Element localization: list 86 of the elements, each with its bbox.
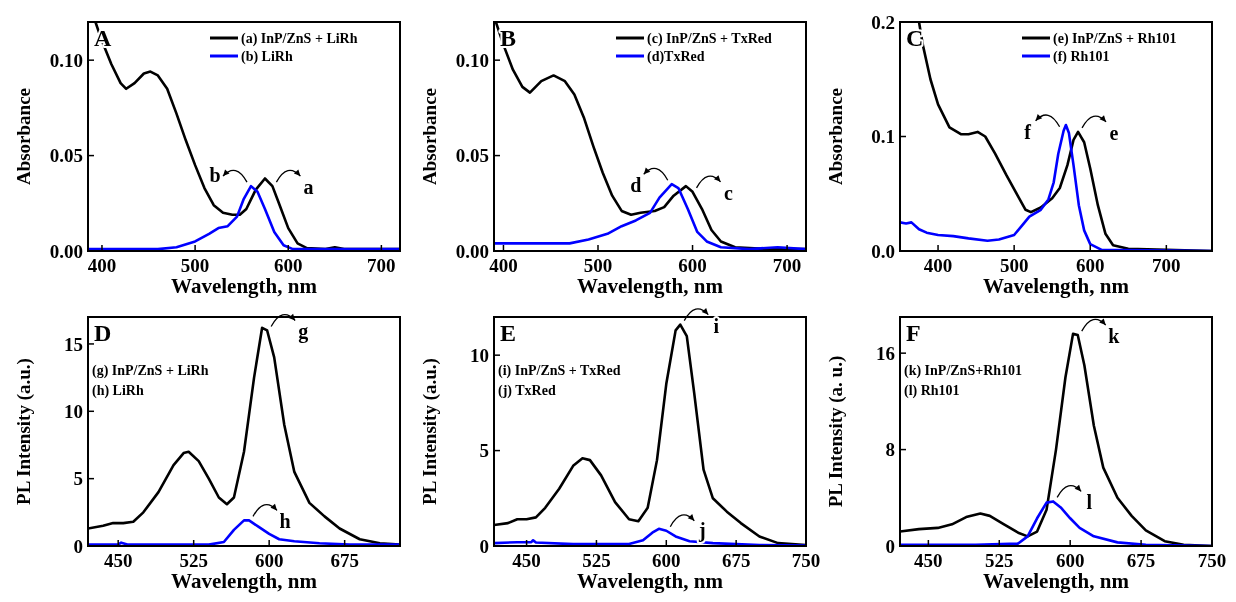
annotation: F	[906, 320, 921, 346]
x-tick-label: 400	[489, 255, 518, 276]
annotation: (j) TxRed	[498, 383, 556, 399]
x-tick-label: 700	[1152, 255, 1181, 276]
y-axis-title: PL Intensity (a. u.)	[825, 355, 847, 508]
x-tick-label: 700	[772, 255, 802, 276]
y-tick-label: 0.00	[455, 240, 489, 262]
x-tick-label: 600	[1075, 255, 1105, 276]
y-tick-label: 16	[876, 342, 895, 364]
y-tick-label: 10	[64, 400, 83, 422]
annotation: (l) Rh101	[904, 383, 960, 399]
x-axis-title: Wavelength, nm	[171, 274, 318, 298]
x-axis-title: Wavelength, nm	[171, 569, 318, 593]
y-tick-label: 10	[470, 344, 489, 366]
y-tick-label: 0.0	[871, 240, 895, 262]
x-tick-label: 500	[180, 255, 210, 276]
x-tick-label: 675	[330, 550, 359, 571]
y-tick-label: 15	[64, 333, 83, 355]
annotation: (h) LiRh	[92, 383, 144, 399]
y-tick-label: 0.05	[455, 145, 489, 167]
line-series	[88, 184, 400, 251]
x-tick-label: 525	[582, 550, 611, 571]
annotation: (k) InP/ZnS+Rh101	[904, 363, 1023, 379]
y-tick-label: 5	[73, 468, 83, 490]
x-tick-label: 500	[999, 255, 1029, 276]
x-tick-label: 600	[273, 255, 303, 276]
y-axis-title: PL Intensity (a.u.)	[419, 358, 441, 505]
y-tick-label: 0	[73, 535, 83, 557]
x-axis-title: Wavelength, nm	[577, 569, 724, 593]
x-tick-label: 600	[254, 550, 284, 571]
legend-label: (a) InP/ZnS + LiRh	[241, 30, 358, 47]
annotation: d	[630, 174, 642, 197]
line-series	[494, 22, 806, 251]
x-axis-title: Wavelength, nm	[577, 274, 724, 298]
x-tick-label: 450	[914, 550, 943, 571]
x-tick-label: 450	[103, 550, 133, 571]
y-tick-label: 0.1	[871, 126, 895, 148]
annotation: h	[279, 510, 291, 533]
x-tick-label: 600	[652, 550, 681, 571]
x-tick-label: 700	[367, 255, 396, 276]
annotation: j	[697, 519, 706, 543]
y-tick-label: 5	[479, 440, 489, 462]
x-tick-label: 400	[87, 255, 117, 276]
y-tick-label: 0	[885, 535, 895, 557]
annotation: (g) InP/ZnS + LiRh	[92, 363, 209, 379]
y-tick-label: 0.00	[49, 240, 83, 262]
x-tick-label: 525	[179, 550, 208, 571]
annotation: g	[298, 320, 309, 344]
x-axis-title: Wavelength, nm	[983, 274, 1130, 298]
y-tick-label: 0	[479, 535, 489, 557]
annotation: E	[500, 320, 517, 346]
x-tick-label: 750	[1197, 550, 1227, 571]
annotation: (i) InP/ZnS + TxRed	[498, 363, 621, 379]
y-tick-label: 0.10	[49, 49, 83, 71]
annotation: l	[1086, 491, 1093, 514]
legend-label: (e) InP/ZnS + Rh101	[1053, 30, 1177, 47]
annotation: k	[1108, 325, 1121, 348]
annotation: f	[1024, 120, 1032, 143]
x-tick-label: 600	[678, 255, 707, 276]
x-axis-title: Wavelength, nm	[983, 569, 1130, 593]
x-tick-label: 750	[791, 550, 821, 571]
y-axis-title: Absorbance	[419, 87, 440, 186]
x-tick-label: 675	[1126, 550, 1156, 571]
x-tick-label: 400	[923, 255, 953, 276]
legend-label: (f) Rh101	[1053, 48, 1110, 65]
y-axis-title: PL Intensity (a.u.)	[13, 358, 35, 505]
y-tick-label: 0.10	[455, 49, 489, 71]
annotation: b	[209, 164, 221, 187]
annotation: a	[303, 176, 314, 199]
x-tick-label: 525	[985, 550, 1014, 571]
annotation: i	[713, 314, 720, 337]
y-tick-label: 8	[885, 439, 895, 461]
x-tick-label: 500	[583, 255, 613, 276]
annotation: e	[1109, 121, 1119, 144]
y-tick-label: 0.2	[871, 11, 895, 33]
annotation: D	[94, 320, 112, 346]
y-tick-label: 0.05	[49, 145, 83, 167]
legend-label: (b) LiRh	[241, 48, 293, 65]
annotation: c	[724, 181, 734, 204]
legend-label: (d)TxRed	[647, 48, 705, 65]
y-axis-title: Absorbance	[825, 87, 846, 186]
x-tick-label: 450	[512, 550, 541, 571]
legend-label: (c) InP/ZnS + TxRed	[647, 30, 773, 47]
x-tick-label: 675	[721, 550, 751, 571]
x-tick-label: 600	[1055, 550, 1085, 571]
y-axis-title: Absorbance	[13, 87, 34, 186]
